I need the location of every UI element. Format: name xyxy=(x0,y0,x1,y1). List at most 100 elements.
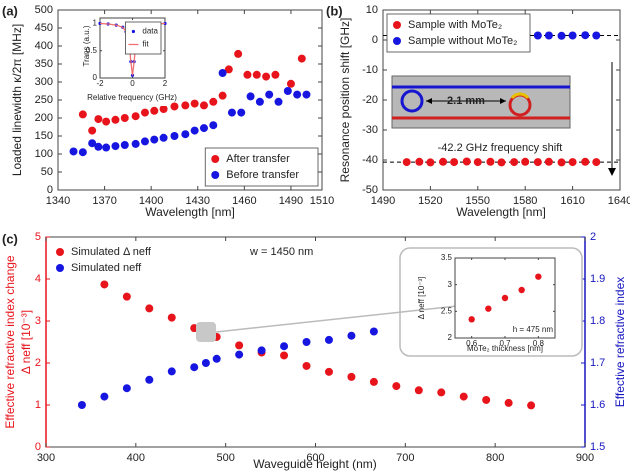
x-tick-label: 300 xyxy=(37,452,55,464)
x-tick-label: 1370 xyxy=(92,195,116,207)
data-point xyxy=(439,157,448,166)
data-point xyxy=(568,158,577,167)
flake xyxy=(510,92,530,100)
x-tick-label: 1490 xyxy=(371,195,395,207)
y-axis-label: Resonance position shift [GHz] xyxy=(338,18,352,183)
data-point xyxy=(568,31,577,40)
data-point xyxy=(271,70,280,79)
y-tick-label: 3.5 xyxy=(441,253,453,262)
y-tick-label: 1 xyxy=(35,399,41,411)
data-point xyxy=(120,141,129,149)
data-point xyxy=(521,157,530,166)
y-tick-label: -20 xyxy=(362,94,378,106)
legend-label: Sample without MoTe₂ xyxy=(408,35,517,47)
data-point xyxy=(140,137,149,146)
y-tick-label: 4 xyxy=(35,273,41,285)
y-tick-label: 2 xyxy=(35,357,41,369)
annotation: h = 475 nm xyxy=(513,325,554,334)
data-point xyxy=(557,158,566,167)
data-point xyxy=(302,338,311,346)
legend-frame xyxy=(204,147,319,187)
data-point xyxy=(190,126,199,135)
data-point xyxy=(535,273,542,280)
y2-tick-label: 1.7 xyxy=(590,357,605,369)
data-point xyxy=(167,367,176,376)
data-point xyxy=(102,143,111,152)
y-tick-label: 3 xyxy=(448,280,453,289)
y-tick-label: -10 xyxy=(362,64,378,76)
y-tick-label: 0 xyxy=(35,441,41,453)
x-tick-label: 1460 xyxy=(232,195,256,207)
legend-label: fit xyxy=(142,40,149,49)
data-point xyxy=(468,316,475,323)
data-point xyxy=(140,108,149,117)
data-point xyxy=(297,54,306,63)
data-point xyxy=(426,158,435,167)
y2-axis-label: Effective refractive index xyxy=(613,277,627,408)
y-tick-label: 2.5 xyxy=(441,306,453,315)
data-point xyxy=(252,70,261,79)
data-point xyxy=(414,386,423,395)
legend-label: Simulated Δ neff xyxy=(71,246,152,258)
data-point xyxy=(369,327,378,336)
data-point xyxy=(170,132,179,140)
y-tick-label: 150 xyxy=(35,130,53,142)
data-point xyxy=(209,121,218,130)
legend-swatch xyxy=(211,155,220,163)
x-tick-label: 1400 xyxy=(139,195,163,207)
y-tick-label: 1 xyxy=(93,19,98,28)
y-tick-label: 100 xyxy=(35,148,53,160)
legend-label: Sample with MoTe₂ xyxy=(408,19,502,31)
y-tick-label: 450 xyxy=(35,22,53,34)
x-tick-label: 1490 xyxy=(279,195,303,207)
legend-frame xyxy=(125,21,162,55)
data-point xyxy=(510,158,519,167)
annotation: 2.1 mm xyxy=(447,95,485,107)
data-point xyxy=(557,31,566,40)
data-point xyxy=(462,157,471,166)
data-point xyxy=(485,305,492,312)
legend-swatch xyxy=(131,29,135,34)
data-point xyxy=(94,142,103,151)
y2-tick-label: 1.8 xyxy=(590,315,605,327)
data-point xyxy=(459,392,468,401)
y-tick-label: -40 xyxy=(362,154,378,166)
data-point xyxy=(592,158,601,167)
panel: 0.6 0.7 0.8 2 2.5 3 3.5 xyxy=(441,253,556,348)
data-point xyxy=(581,157,590,166)
y-tick-label: 0 xyxy=(372,34,378,46)
data-point xyxy=(159,105,168,113)
data-point xyxy=(280,342,289,351)
x-tick-label: 1430 xyxy=(186,195,210,207)
data-point xyxy=(415,157,424,166)
data-point xyxy=(224,65,233,74)
data-point xyxy=(120,114,129,122)
data-point xyxy=(201,359,210,367)
connector xyxy=(215,301,495,333)
x-tick-label: 800 xyxy=(486,452,504,464)
data-point xyxy=(293,90,302,99)
y-tick-label: 500 xyxy=(35,4,53,16)
x-tick-label: 1640 xyxy=(608,195,630,207)
x-tick-label: 0.7 xyxy=(499,339,511,348)
data-point xyxy=(235,341,244,350)
data-point xyxy=(369,377,378,386)
y2-tick-label: 1.9 xyxy=(590,273,605,285)
data-point xyxy=(111,142,120,151)
data-point xyxy=(544,31,553,40)
data-point xyxy=(150,106,159,115)
data-point xyxy=(533,31,542,40)
annotation: w = 1450 nm xyxy=(249,246,313,258)
data-point xyxy=(302,90,311,99)
y-tick-label: -50 xyxy=(362,184,378,196)
legend-label: Before transfer xyxy=(226,169,299,181)
x-tick-label: 400 xyxy=(127,452,145,464)
data-point xyxy=(527,401,536,410)
x-tick-label: 900 xyxy=(576,452,594,464)
y-tick-label: 0.5 xyxy=(86,46,98,55)
x-tick-label: 0 xyxy=(130,79,135,88)
data-point xyxy=(102,117,111,126)
data-point xyxy=(486,157,495,166)
x-tick-label: 1580 xyxy=(513,195,537,207)
